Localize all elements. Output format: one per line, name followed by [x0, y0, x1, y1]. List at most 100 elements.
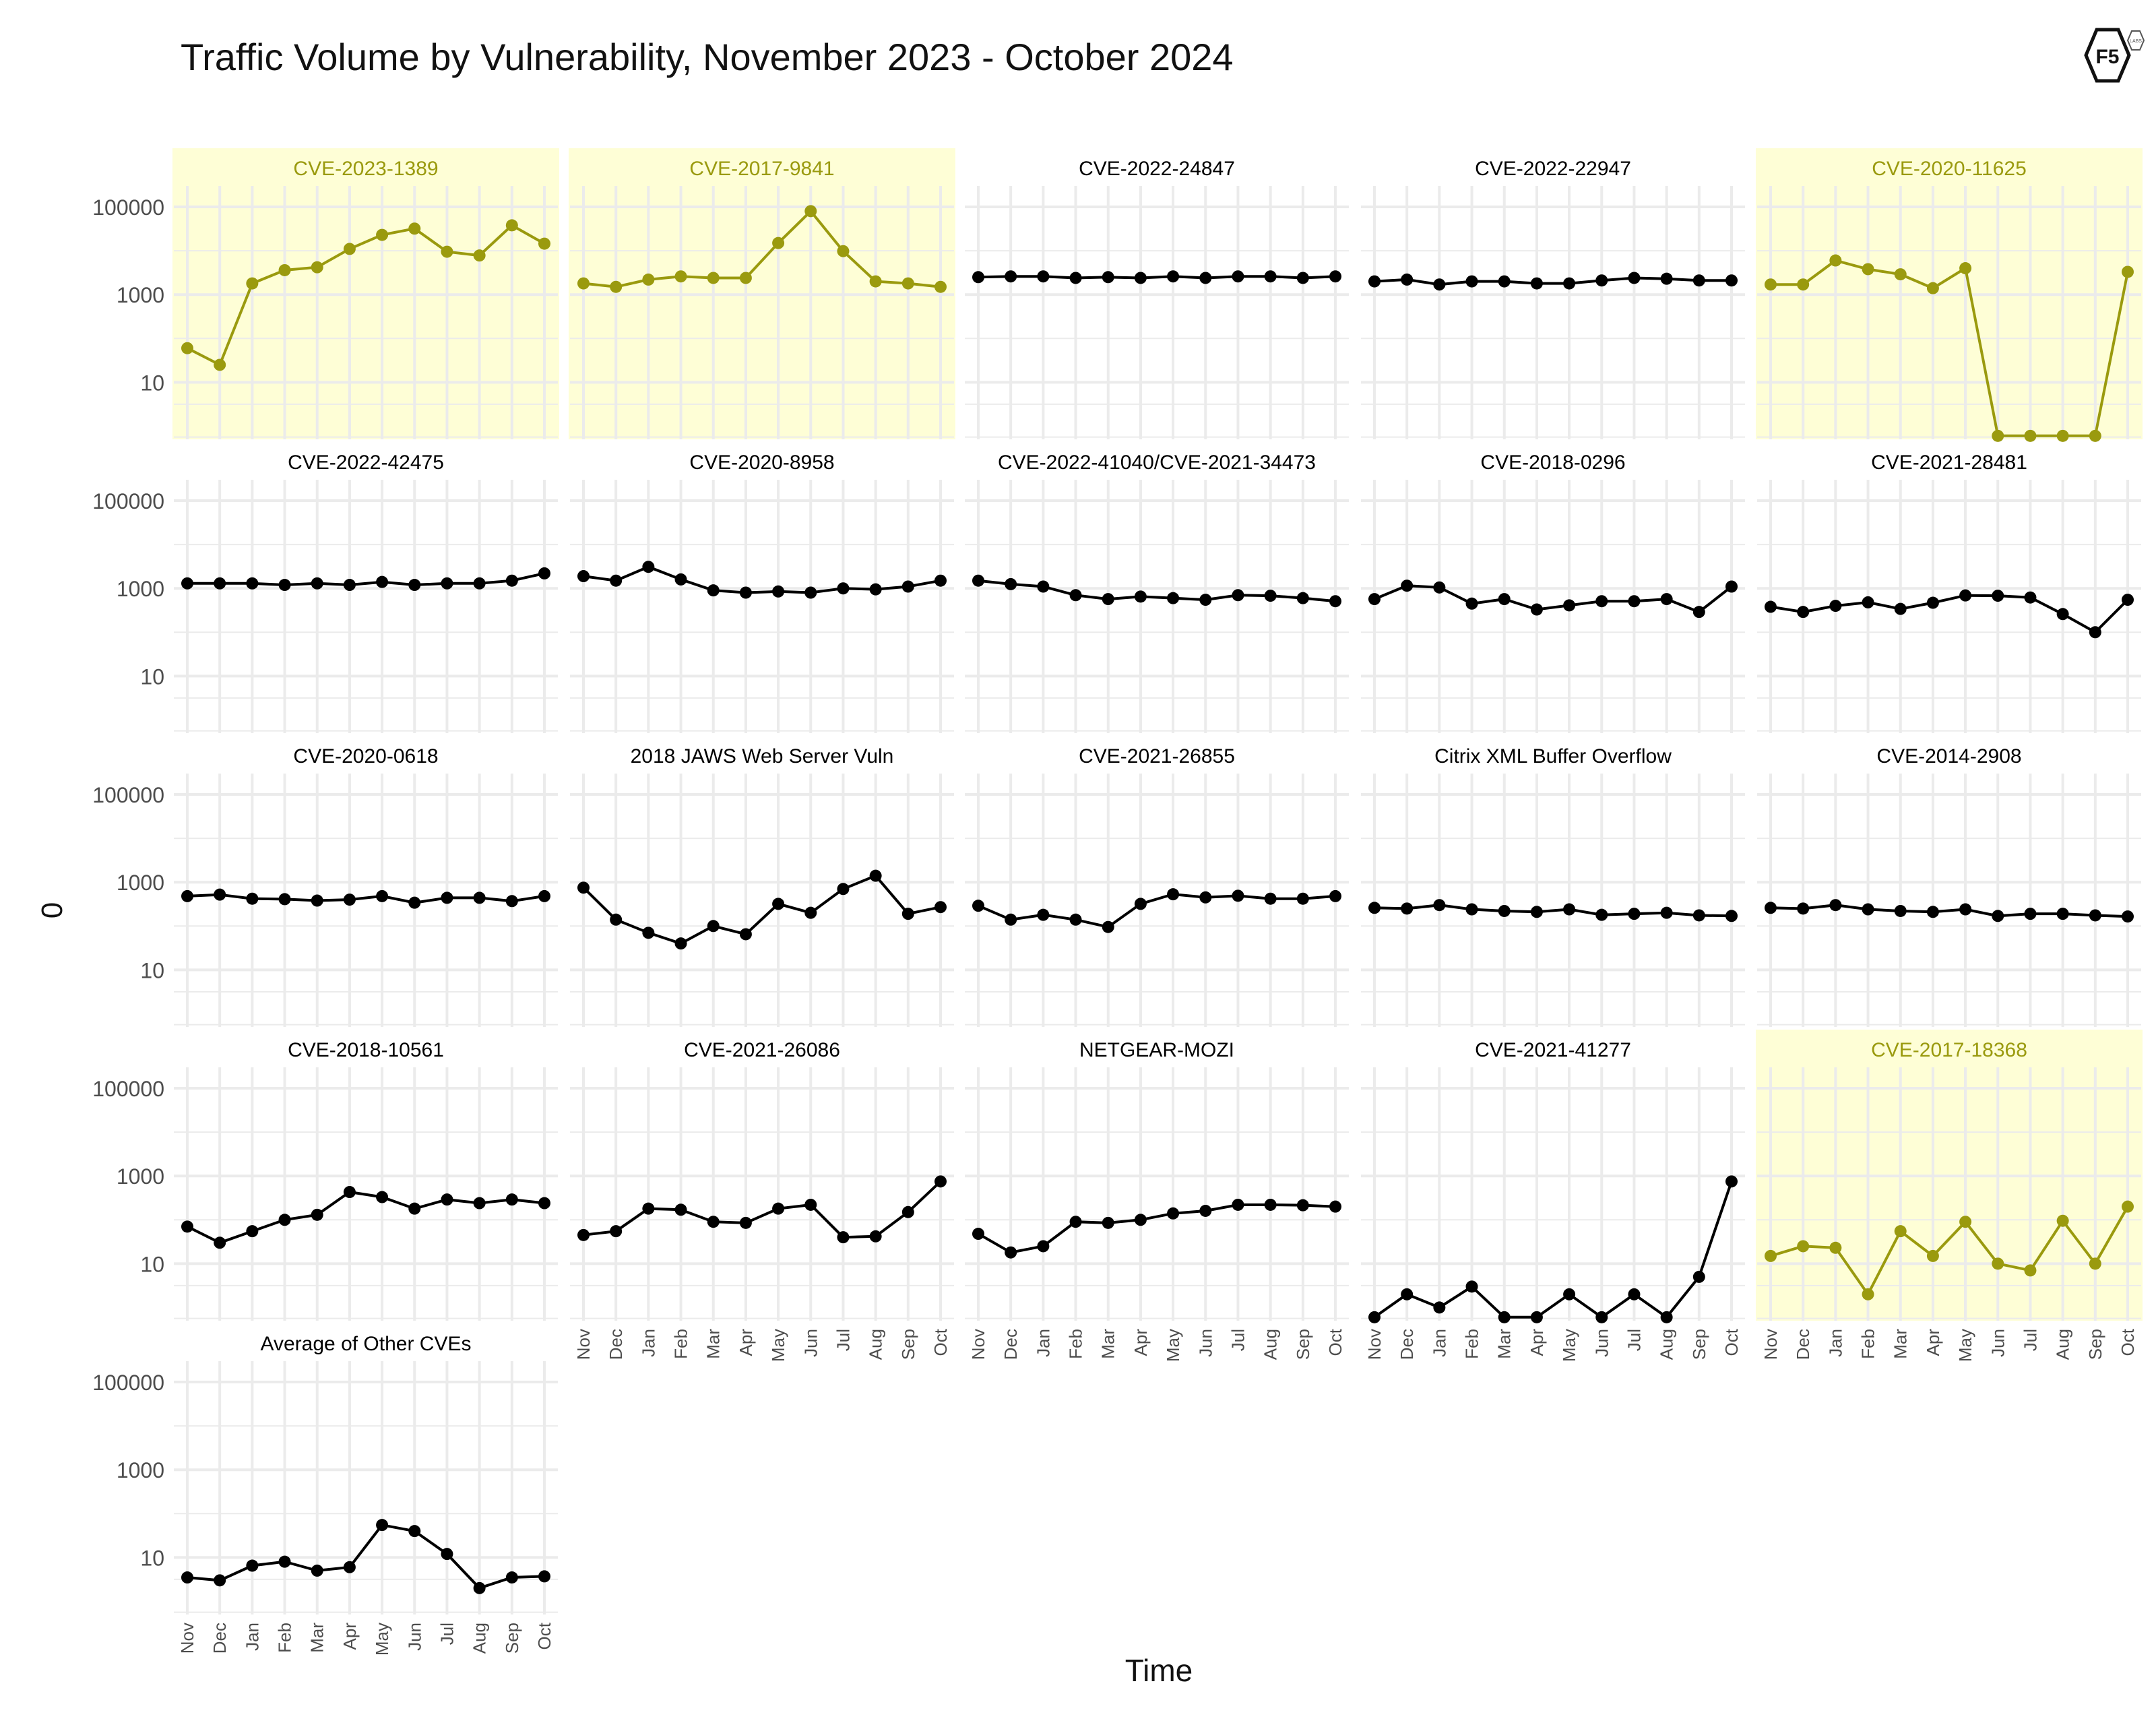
- data-point: [441, 577, 453, 590]
- data-point: [1829, 254, 1842, 267]
- data-point: [610, 280, 623, 293]
- x-tick-label: Apr: [340, 1623, 360, 1650]
- data-point: [2089, 429, 2101, 442]
- data-point: [2056, 429, 2069, 442]
- x-axis-label: Time: [1124, 1653, 1193, 1688]
- data-point: [311, 261, 323, 274]
- data-point: [214, 358, 226, 371]
- data-point: [1037, 1240, 1050, 1253]
- data-point: [376, 1191, 389, 1203]
- data-point: [2024, 591, 2037, 604]
- data-point: [1401, 1288, 1414, 1300]
- data-point: [1959, 1216, 1972, 1228]
- data-point: [1797, 278, 1810, 291]
- data-point: [707, 920, 720, 933]
- x-tick-label: Apr: [1527, 1329, 1547, 1356]
- x-tick-label: Oct: [1721, 1328, 1742, 1356]
- data-point: [408, 579, 421, 592]
- data-point: [214, 1236, 226, 1249]
- data-point: [1329, 595, 1341, 608]
- data-point: [1628, 272, 1641, 284]
- data-point: [376, 1519, 389, 1532]
- y-tick-label: 1000: [117, 1458, 164, 1482]
- panel-title: Citrix XML Buffer Overflow: [1434, 745, 1672, 767]
- data-point: [1894, 904, 1907, 917]
- y-tick-label: 100000: [92, 489, 164, 513]
- x-tick-label: May: [1955, 1329, 1975, 1362]
- data-point: [1498, 593, 1511, 606]
- x-tick-label: Apr: [736, 1329, 756, 1356]
- data-point: [934, 280, 947, 293]
- y-tick-label: 10: [140, 1252, 164, 1276]
- data-point: [278, 1555, 291, 1568]
- data-point: [1926, 906, 1939, 918]
- data-point: [1134, 1214, 1147, 1226]
- data-point: [642, 927, 655, 939]
- data-point: [2089, 626, 2101, 639]
- data-point: [901, 908, 914, 920]
- x-tick-label: May: [1163, 1329, 1183, 1362]
- data-point: [1563, 903, 1576, 916]
- series-line: [1373, 1181, 1733, 1319]
- data-point: [1199, 272, 1212, 284]
- data-point: [1368, 1311, 1381, 1323]
- data-point: [246, 1225, 259, 1238]
- data-point: [311, 577, 323, 590]
- data-point: [1232, 889, 1244, 902]
- x-tick-label: Jan: [1033, 1329, 1053, 1357]
- data-point: [1199, 1204, 1212, 1217]
- data-point: [1797, 606, 1810, 619]
- data-point: [1037, 908, 1050, 921]
- data-point: [505, 574, 518, 587]
- data-point: [1660, 593, 1673, 606]
- data-point: [343, 1561, 356, 1573]
- data-point: [1992, 429, 2004, 442]
- data-point: [441, 1193, 453, 1206]
- data-point: [869, 583, 882, 596]
- x-tick-label: Mar: [307, 1623, 327, 1653]
- data-point: [2056, 608, 2069, 621]
- data-point: [1765, 278, 1777, 291]
- data-point: [1296, 272, 1309, 284]
- data-point: [1005, 1246, 1017, 1259]
- x-tick-label: Mar: [1891, 1329, 1911, 1359]
- data-point: [707, 584, 720, 597]
- data-point: [246, 1559, 259, 1572]
- x-tick-label: Oct: [534, 1622, 554, 1650]
- x-tick-label: Nov: [968, 1329, 988, 1360]
- data-point: [1595, 908, 1608, 921]
- x-tick-label: Aug: [1261, 1329, 1281, 1360]
- data-point: [1264, 270, 1277, 283]
- data-point: [972, 271, 984, 284]
- data-point: [577, 881, 590, 894]
- data-point: [1530, 603, 1543, 616]
- data-point: [972, 574, 984, 587]
- data-point: [1498, 275, 1511, 288]
- data-point: [869, 1230, 882, 1243]
- data-point: [2024, 1264, 2037, 1277]
- data-point: [246, 577, 259, 590]
- data-point: [1926, 282, 1939, 294]
- y-tick-label: 1000: [117, 871, 164, 895]
- series-line: [582, 874, 941, 945]
- panel-title: CVE-2023-1389: [293, 158, 438, 180]
- data-point: [1329, 1200, 1341, 1213]
- logo-text: F5: [2095, 46, 2119, 68]
- x-tick-label: Mar: [703, 1329, 724, 1359]
- x-tick-label: Sep: [1293, 1329, 1313, 1360]
- data-point: [901, 580, 914, 593]
- chart-title: Traffic Volume by Vulnerability, Novembe…: [181, 36, 1234, 78]
- data-point: [181, 1220, 193, 1233]
- x-tick-label: May: [1559, 1329, 1579, 1362]
- data-point: [972, 900, 984, 912]
- data-point: [1102, 1216, 1114, 1229]
- data-point: [1725, 274, 1738, 287]
- x-tick-label: Nov: [177, 1623, 197, 1654]
- data-point: [376, 575, 389, 588]
- data-point: [1894, 1225, 1907, 1238]
- data-point: [1368, 275, 1381, 288]
- data-point: [1862, 596, 1874, 608]
- data-point: [772, 898, 785, 910]
- data-point: [1167, 270, 1180, 283]
- data-point: [181, 342, 193, 354]
